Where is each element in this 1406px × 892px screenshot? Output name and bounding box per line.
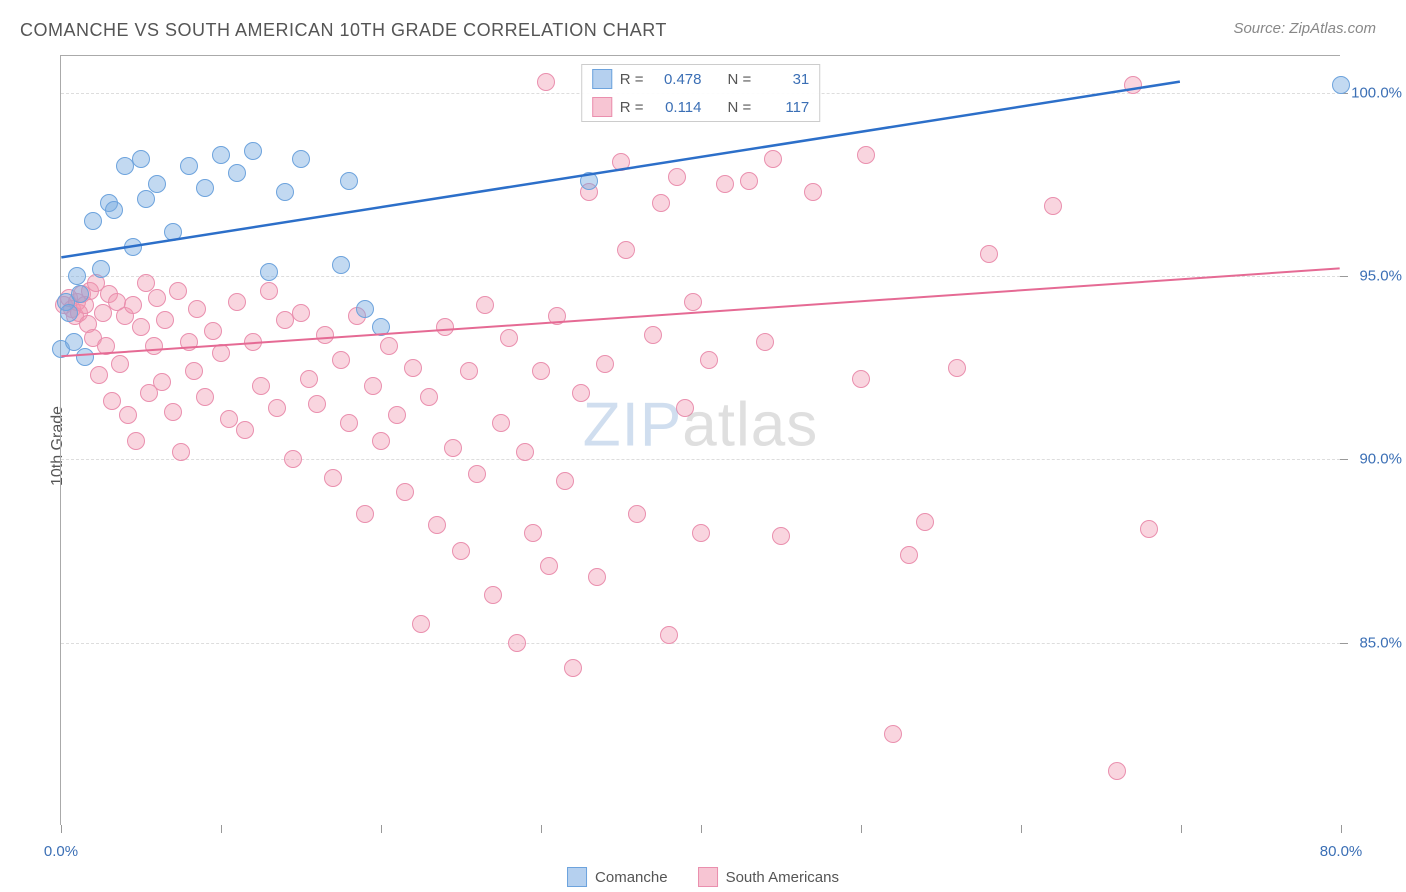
chart-title: COMANCHE VS SOUTH AMERICAN 10TH GRADE CO…	[20, 20, 667, 41]
trend-line	[61, 268, 1339, 356]
legend-swatch	[567, 867, 587, 887]
legend-swatch	[592, 69, 612, 89]
stats-row: R = 0.114 N = 117	[582, 93, 820, 121]
legend-label: South Americans	[726, 869, 839, 886]
stat-r-label: R =	[620, 99, 644, 116]
xtick	[541, 825, 542, 833]
xtick	[861, 825, 862, 833]
stat-r-value: 0.478	[652, 71, 702, 88]
ytick	[1340, 276, 1348, 277]
xtick	[701, 825, 702, 833]
legend-swatch	[592, 97, 612, 117]
correlation-stats-box: R = 0.478 N = 31 R = 0.114 N = 117	[581, 64, 821, 122]
xtick-label: 80.0%	[1320, 843, 1363, 860]
ytick-label: 100.0%	[1351, 84, 1402, 101]
legend: Comanche South Americans	[567, 867, 839, 887]
stat-r-label: R =	[620, 71, 644, 88]
trend-lines	[61, 56, 1340, 825]
xtick	[1021, 825, 1022, 833]
ytick	[1340, 643, 1348, 644]
source-attribution: Source: ZipAtlas.com	[1233, 20, 1376, 37]
stat-n-label: N =	[728, 71, 752, 88]
ytick-label: 90.0%	[1359, 451, 1402, 468]
stat-r-value: 0.114	[652, 99, 702, 116]
xtick	[61, 825, 62, 833]
legend-swatch	[698, 867, 718, 887]
stat-n-value: 117	[759, 99, 809, 116]
stats-row: R = 0.478 N = 31	[582, 65, 820, 93]
legend-item: Comanche	[567, 867, 668, 887]
xtick	[221, 825, 222, 833]
ytick-label: 85.0%	[1359, 634, 1402, 651]
ytick-label: 95.0%	[1359, 268, 1402, 285]
stat-n-value: 31	[759, 71, 809, 88]
xtick-label: 0.0%	[44, 843, 78, 860]
legend-label: Comanche	[595, 869, 668, 886]
xtick	[381, 825, 382, 833]
stat-n-label: N =	[728, 99, 752, 116]
xtick	[1341, 825, 1342, 833]
ytick	[1340, 459, 1348, 460]
legend-item: South Americans	[698, 867, 839, 887]
chart-plot-area: 85.0%90.0%95.0%100.0%0.0%80.0% ZIPatlas …	[60, 55, 1340, 825]
xtick	[1181, 825, 1182, 833]
